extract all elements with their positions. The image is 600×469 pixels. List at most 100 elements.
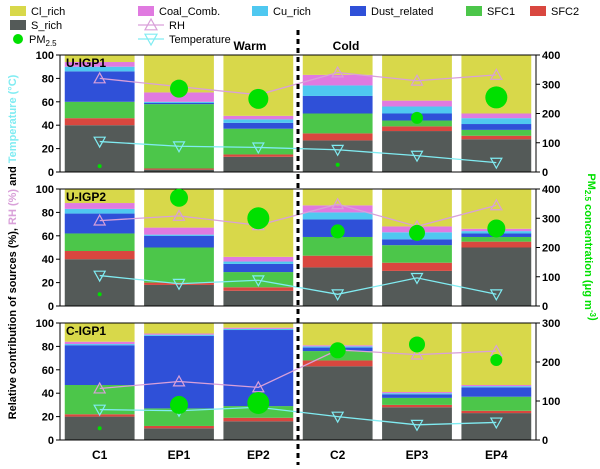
bar-segment-cu-rich bbox=[461, 386, 532, 388]
rh-line bbox=[99, 71, 497, 96]
bar-segment-s-rich bbox=[223, 290, 294, 306]
legend-label: Dust_related bbox=[371, 6, 433, 18]
bar-segment-sfc2 bbox=[144, 168, 214, 170]
bar-segment-cu-rich bbox=[64, 208, 135, 214]
bar-segment-coal-comb- bbox=[461, 385, 532, 387]
legend-item-temperature: Temperature bbox=[138, 33, 231, 47]
bar-segment-sfc2 bbox=[64, 251, 135, 260]
bar-segment-dust-related bbox=[223, 122, 294, 129]
legend: Cl_rich Coal_Comb. Cu_rich Dust_related SFC1… bbox=[10, 6, 579, 48]
bar-segment-dust-related bbox=[144, 235, 214, 248]
legend-label: Coal_Comb. bbox=[159, 6, 220, 18]
y-tick-label: 80 bbox=[42, 73, 54, 85]
bar-segment-coal-comb- bbox=[144, 227, 214, 235]
left-axis-title: Relative contribution of sources (%), RH… bbox=[7, 74, 19, 419]
rh-point bbox=[410, 347, 424, 360]
rh-point bbox=[331, 197, 345, 210]
temperature-point bbox=[489, 157, 503, 170]
legend-label: Cu_rich bbox=[273, 6, 311, 18]
x-tick-label: C2 bbox=[330, 448, 346, 462]
legend-swatch bbox=[530, 6, 546, 16]
rh-point bbox=[93, 213, 107, 226]
bar-segment-sfc2 bbox=[223, 417, 294, 422]
legend-swatch bbox=[10, 20, 26, 30]
bar-segment-dust-related bbox=[461, 387, 532, 397]
y2-tick-label: 0 bbox=[542, 167, 548, 179]
bar-segment-sfc1 bbox=[461, 236, 532, 242]
pm25-point bbox=[335, 162, 340, 167]
bar-segment-sfc1 bbox=[461, 396, 532, 411]
bar-segment-dust-related bbox=[144, 102, 214, 105]
legend-item-sfc2: SFC2 bbox=[530, 6, 579, 18]
bar-segment-sfc1 bbox=[144, 104, 214, 169]
legend-item-pm: PM2.5 bbox=[13, 34, 57, 48]
temperature-point bbox=[489, 289, 503, 302]
legend-item-sfc1: SFC1 bbox=[466, 6, 515, 18]
legend-label: RH bbox=[169, 20, 185, 32]
bar-segment-sfc1 bbox=[144, 247, 214, 283]
y-tick-label: 60 bbox=[42, 97, 54, 109]
bar-segment-coal-comb- bbox=[223, 115, 294, 120]
legend-label: SFC1 bbox=[487, 6, 515, 18]
bar-segment-sfc2 bbox=[302, 133, 373, 141]
y-tick-label: 60 bbox=[42, 365, 54, 377]
axis-titles: Relative contribution of sources (%), RH… bbox=[7, 74, 599, 419]
bar-segment-coal-comb- bbox=[64, 62, 135, 67]
rh-line bbox=[99, 349, 497, 390]
bar-segment-coal-comb- bbox=[64, 203, 135, 209]
bar-segment-sfc1 bbox=[223, 128, 294, 155]
bar-segment-cl-rich bbox=[461, 323, 532, 386]
legend-swatch bbox=[10, 6, 26, 16]
x-tick-label: EP1 bbox=[168, 448, 191, 462]
bar-segment-cu-rich bbox=[382, 393, 452, 395]
y2-tick-label: 300 bbox=[542, 318, 560, 330]
legend-swatch bbox=[466, 6, 482, 16]
legend-swatch bbox=[252, 6, 268, 16]
rh-point bbox=[93, 381, 107, 394]
temperature-point bbox=[93, 270, 107, 283]
pm25-point bbox=[247, 391, 270, 414]
bar-segment-sfc2 bbox=[302, 255, 373, 268]
legend-item-coal-comb-: Coal_Comb. bbox=[138, 6, 220, 18]
temperature-point bbox=[410, 419, 424, 432]
y2-tick-label: 100 bbox=[542, 396, 560, 408]
bar-segment-cl-rich bbox=[144, 323, 214, 334]
bar-segment-sfc2 bbox=[461, 135, 532, 140]
bar-segment-sfc1 bbox=[64, 233, 135, 252]
panel-u-igp1: 0 20 40 60 80 100 0 100 200 300 400 U-IGP1 bbox=[36, 50, 561, 179]
bar-segment-s-rich bbox=[302, 366, 373, 440]
pm25-point bbox=[170, 395, 188, 414]
rh-point bbox=[251, 380, 265, 393]
temperature-point bbox=[410, 272, 424, 285]
panel-title: U-IGP2 bbox=[66, 190, 106, 204]
x-tick-label: C1 bbox=[92, 448, 108, 462]
y2-tick-label: 100 bbox=[542, 138, 560, 150]
legend-item-dust-related: Dust_related bbox=[350, 6, 433, 18]
bar-segment-coal-comb- bbox=[302, 74, 373, 86]
temperature-point bbox=[172, 278, 186, 291]
legend-item-cu-rich: Cu_rich bbox=[252, 6, 311, 18]
pm25-point bbox=[97, 426, 102, 431]
pm25-point bbox=[97, 164, 102, 169]
y2-tick-label: 300 bbox=[542, 213, 560, 225]
y2-tick-label: 100 bbox=[542, 272, 560, 284]
bar-segment-dust-related bbox=[223, 263, 294, 273]
temperature-point bbox=[331, 289, 345, 302]
bar-segment-coal-comb- bbox=[223, 256, 294, 262]
bar-segment-dust-related bbox=[382, 394, 452, 398]
y-tick-label: 80 bbox=[42, 207, 54, 219]
y-tick-label: 80 bbox=[42, 341, 54, 353]
temperature-point bbox=[251, 275, 265, 287]
legend-item-cl-rich: Cl_rich bbox=[10, 6, 65, 18]
bar-segment-sfc1 bbox=[382, 245, 452, 263]
legend-swatch bbox=[350, 6, 366, 16]
y-tick-label: 100 bbox=[36, 318, 54, 330]
bar-segment-cl-rich bbox=[223, 323, 294, 328]
cold-label: Cold bbox=[333, 39, 360, 53]
pm25-point bbox=[330, 224, 345, 239]
bar-segment-s-rich bbox=[64, 259, 135, 306]
y-tick-label: 40 bbox=[42, 388, 54, 400]
bar-segment-sfc1 bbox=[302, 236, 373, 256]
pm25-point bbox=[485, 86, 508, 109]
bar-segment-s-rich bbox=[144, 169, 214, 172]
